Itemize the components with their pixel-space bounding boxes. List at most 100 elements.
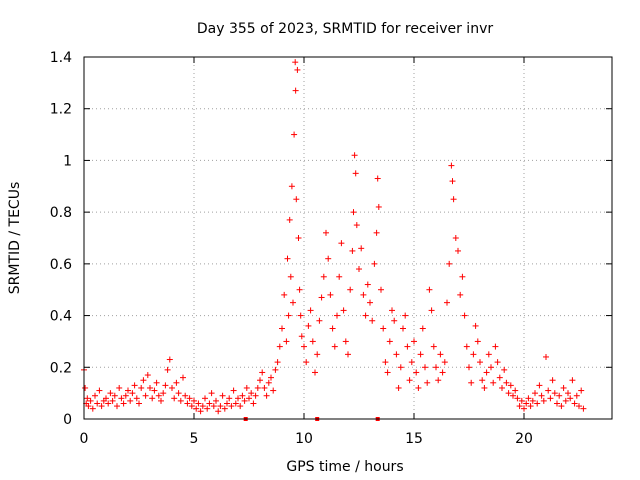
data-point [549,377,556,384]
data-point [259,369,266,376]
data-point [279,325,285,332]
data-point [318,294,325,301]
data-point [371,260,378,267]
data-point [532,390,538,397]
data-point [325,255,332,262]
data-point [197,408,204,415]
data-point [507,382,514,389]
data-point [283,338,290,345]
x-tick-label: 15 [405,431,423,447]
data-point [345,351,351,358]
data-point [296,286,303,293]
data-point [307,307,314,314]
data-point [424,379,431,386]
data-point [120,400,127,407]
data-point [543,353,549,360]
data-point [107,390,114,397]
data-point [193,405,200,412]
data-points [81,59,587,415]
data-point [173,379,180,386]
data-point [499,384,505,391]
data-point [292,59,299,66]
data-point [439,369,446,376]
data-point [291,131,298,138]
data-point [455,247,461,254]
data-point [226,395,233,402]
data-point [562,397,569,404]
data-point [182,392,189,399]
data-point [514,395,521,402]
data-point [356,266,362,273]
data-point [373,229,380,236]
data-point [496,374,503,381]
data-point [477,359,483,366]
data-point [576,403,582,410]
data-point [92,392,98,399]
data-point [114,403,120,410]
data-point [84,395,91,402]
data-point [540,397,547,404]
x-axis-label: GPS time / hours [286,459,403,475]
data-point [312,369,318,376]
data-point [109,397,116,404]
data-point [452,235,459,241]
data-point [474,338,481,345]
data-point [210,403,217,410]
data-point [380,325,387,332]
data-point [221,405,228,412]
data-point [217,403,224,410]
data-point [419,325,426,332]
data-point [298,333,305,340]
data-point [556,392,563,399]
x-tick-label: 20 [515,431,533,447]
data-point [175,390,182,397]
data-point [127,397,134,404]
data-point [263,392,270,399]
data-point [147,384,153,391]
data-point [129,390,136,397]
data-point [153,379,160,386]
data-point [323,229,329,236]
data-point [547,395,554,402]
data-point [406,377,413,384]
data-point [142,392,149,399]
data-point [131,382,138,389]
data-point [297,312,304,319]
data-point [350,209,357,216]
data-point [89,405,96,412]
data-point [116,384,123,391]
data-point [560,384,567,391]
data-point [228,403,235,410]
data-point [239,392,246,399]
data-point [408,359,415,366]
data-point [450,196,457,203]
data-point [144,372,151,379]
data-point [483,369,490,376]
data-point [472,322,479,329]
data-point [516,403,523,410]
data-point [479,377,486,384]
data-point [195,400,202,407]
data-point [290,299,296,306]
data-point [82,384,89,391]
data-point [578,387,585,394]
data-point [246,395,252,402]
data-point [295,235,302,241]
data-point [461,312,468,319]
data-point [158,397,164,404]
data-point [400,325,406,332]
y-axis-ticks: 0 0.2 0.4 0.6 0.8 1 1.2 1.4 [50,50,612,428]
data-point [303,359,310,366]
data-point [393,351,400,358]
data-point [433,364,439,371]
data-point [444,299,450,306]
data-point [208,390,215,397]
data-point [294,66,301,73]
data-point [435,377,442,384]
data-point [320,273,327,280]
data-point [288,183,295,190]
data-point [565,390,571,397]
x-tick-label: 5 [190,431,199,447]
y-tick-label: 1.2 [50,102,72,118]
data-point [501,366,508,373]
